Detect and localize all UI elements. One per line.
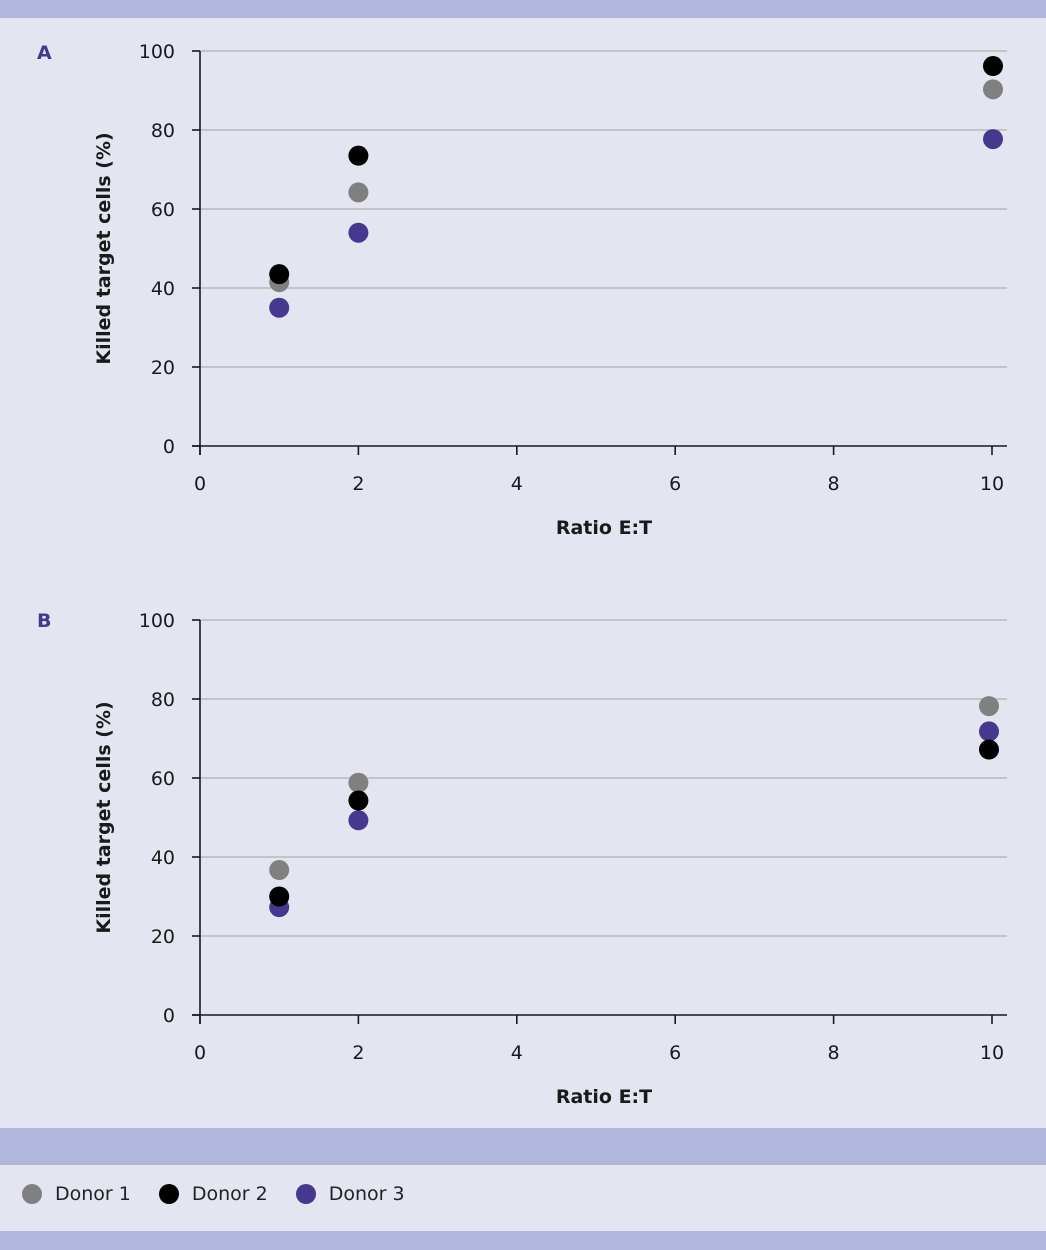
- y-tick-label-b-40: 40: [151, 847, 175, 869]
- point-b-donor-1-x1: [269, 860, 290, 881]
- panel-label-a: A: [37, 42, 52, 64]
- x-tick-label-b-0: 0: [194, 1042, 206, 1064]
- x-tick-label-b-4: 4: [511, 1042, 523, 1064]
- legend-item-donor-2: Donor 2: [158, 1183, 268, 1205]
- x-tick-label-a-6: 6: [669, 473, 681, 495]
- point-a-donor-3-x2: [348, 222, 369, 243]
- point-b-donor-1-x10: [979, 696, 999, 717]
- point-a-donor-1-x10: [983, 79, 1003, 100]
- y-tick-label-a-0: 0: [163, 436, 175, 458]
- legend-top-band: [0, 1128, 1046, 1165]
- x-tick-label-a-8: 8: [828, 473, 840, 495]
- legend-marker-donor-3: [295, 1184, 316, 1204]
- x-tick-label-a-2: 2: [352, 473, 364, 495]
- x-tick-label-b-2: 2: [352, 1042, 364, 1064]
- point-b-donor-3-x2: [348, 810, 369, 831]
- y-tick-label-b-0: 0: [163, 1005, 175, 1027]
- y-tick-label-b-80: 80: [151, 689, 175, 711]
- y-tick-label-b-60: 60: [151, 768, 175, 790]
- x-tick-label-a-0: 0: [194, 473, 206, 495]
- point-b-donor-1-x2: [348, 772, 369, 793]
- point-a-donor-2-x2: [348, 145, 369, 166]
- y-axis-title-a: Killed target cells (%): [93, 132, 115, 364]
- legend-marker-donor-2: [158, 1184, 179, 1204]
- panel-label-b: B: [37, 610, 52, 632]
- x-tick-label-a-10: 10: [980, 473, 1004, 495]
- legend-label-donor-3: Donor 3: [328, 1183, 405, 1205]
- top-band: [0, 0, 1046, 18]
- bottom-band: [0, 1231, 1046, 1250]
- x-tick-label-b-8: 8: [828, 1042, 840, 1064]
- point-a-donor-3-x1: [269, 297, 290, 318]
- point-a-donor-3-x10: [983, 129, 1003, 150]
- point-b-donor-3-x10: [979, 721, 999, 742]
- legend-marker-donor-1: [22, 1184, 42, 1204]
- y-tick-label-a-80: 80: [151, 120, 175, 142]
- point-a-donor-1-x2: [348, 182, 369, 203]
- point-b-donor-2-x2: [348, 790, 369, 811]
- legend-label-donor-1: Donor 1: [55, 1183, 131, 1205]
- y-tick-label-a-100: 100: [139, 41, 175, 63]
- y-tick-label-a-60: 60: [151, 199, 175, 221]
- point-b-donor-2-x1: [269, 886, 290, 907]
- legend-label-donor-2: Donor 2: [191, 1183, 268, 1205]
- x-tick-label-b-6: 6: [669, 1042, 681, 1064]
- y-tick-label-b-20: 20: [151, 926, 175, 948]
- y-axis-title-b: Killed target cells (%): [93, 701, 115, 933]
- legend: Donor 1 Donor 2 Donor 3: [22, 1183, 433, 1205]
- y-tick-label-a-20: 20: [151, 357, 175, 379]
- x-tick-label-a-4: 4: [511, 473, 523, 495]
- x-tick-label-b-10: 10: [980, 1042, 1004, 1064]
- legend-item-donor-3: Donor 3: [295, 1183, 405, 1205]
- point-a-donor-2-x10: [983, 56, 1003, 77]
- y-tick-label-b-100: 100: [139, 610, 175, 632]
- point-a-donor-2-x1: [269, 264, 290, 285]
- point-b-donor-2-x10: [979, 739, 999, 760]
- legend-item-donor-1: Donor 1: [22, 1183, 131, 1205]
- x-axis-title-a: Ratio E:T: [556, 517, 652, 539]
- x-axis-title-b: Ratio E:T: [556, 1086, 652, 1108]
- y-tick-label-a-40: 40: [151, 278, 175, 300]
